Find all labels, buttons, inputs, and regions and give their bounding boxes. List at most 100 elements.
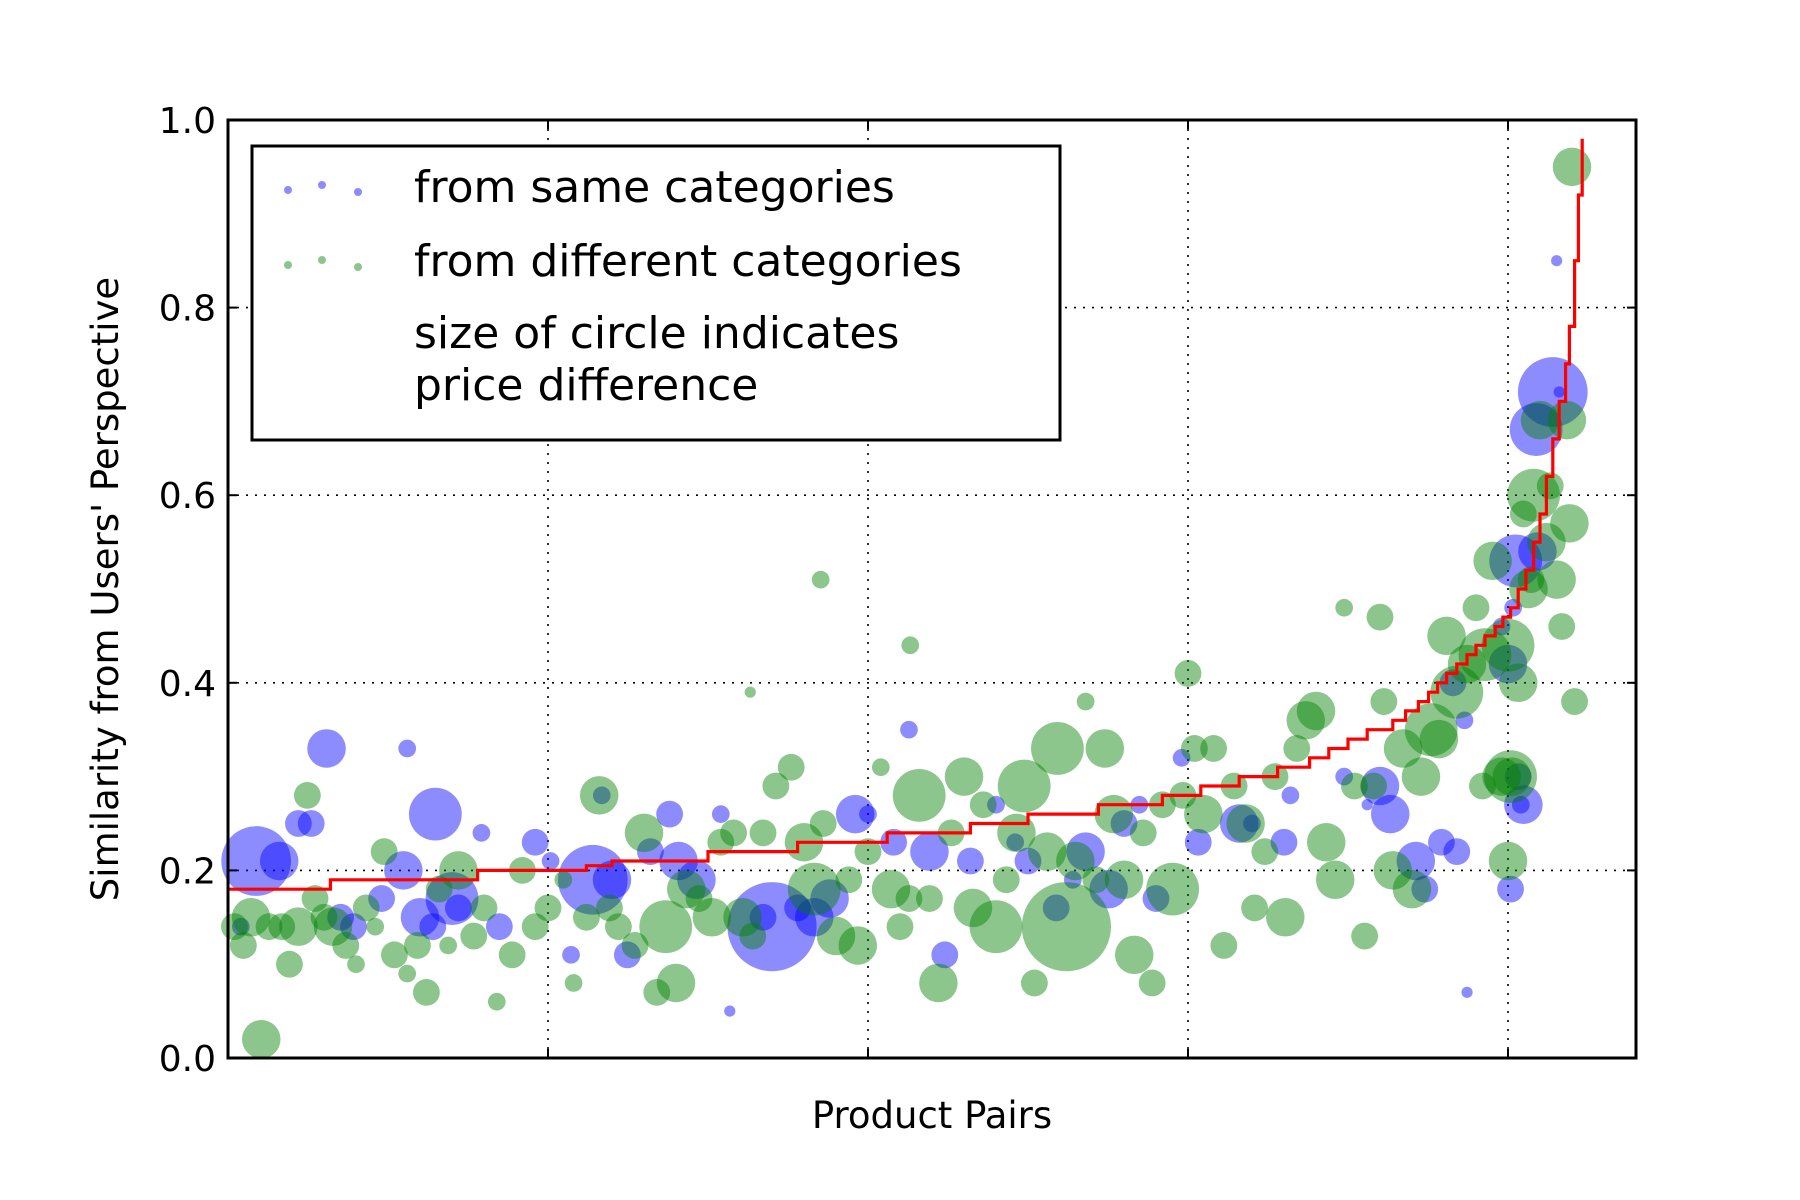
point-different-category	[835, 866, 863, 894]
point-different-category	[1021, 969, 1048, 997]
point-different-category	[811, 570, 830, 589]
point-different-category	[554, 870, 573, 889]
point-different-category	[1419, 719, 1459, 759]
point-same-category	[425, 872, 479, 925]
point-different-category	[723, 898, 762, 937]
point-same-category	[1551, 255, 1563, 267]
point-different-category	[301, 885, 329, 912]
point-different-category	[564, 974, 583, 992]
point-different-category	[425, 875, 453, 903]
point-different-category	[1537, 560, 1576, 599]
y-tick-label: 0.2	[159, 851, 216, 892]
point-same-category	[1518, 532, 1557, 571]
point-same-category	[285, 810, 312, 837]
point-same-category	[1270, 828, 1298, 856]
point-different-category	[398, 964, 417, 983]
point-different-category	[749, 819, 777, 847]
legend-marker-same	[284, 181, 362, 196]
point-same-category	[340, 913, 367, 941]
point-same-category	[1360, 766, 1400, 806]
point-same-category	[724, 1005, 736, 1017]
point-different-category	[1482, 757, 1521, 796]
point-different-category	[944, 757, 984, 796]
point-same-category	[419, 913, 447, 941]
point-different-category	[1492, 757, 1532, 796]
point-different-category	[656, 963, 696, 1003]
point-different-category	[1241, 894, 1268, 922]
point-different-category	[1481, 618, 1535, 672]
point-different-category	[762, 772, 790, 800]
point-same-category	[592, 860, 632, 900]
point-different-category	[992, 866, 1020, 894]
point-same-category	[521, 828, 549, 856]
point-different-category	[579, 776, 619, 815]
legend-dot-diff-1	[284, 261, 292, 269]
point-same-category	[859, 805, 877, 823]
legend-box	[250, 144, 1062, 442]
point-same-category	[1361, 799, 1373, 811]
point-different-category	[1550, 504, 1589, 543]
point-same-category	[1243, 814, 1261, 833]
y-axis-label: Similarity from Users' Perspective	[84, 277, 127, 901]
point-different-category	[1351, 922, 1379, 950]
y-tick-label: 0.6	[159, 476, 216, 517]
point-different-category	[1296, 691, 1336, 731]
point-different-category	[1401, 757, 1441, 796]
point-different-category	[1341, 772, 1368, 800]
point-different-category	[279, 907, 318, 946]
point-different-category	[1552, 147, 1592, 187]
point-different-category	[854, 838, 882, 866]
point-different-category	[787, 862, 841, 916]
point-different-category	[370, 838, 398, 866]
point-same-category	[592, 786, 611, 805]
point-different-category	[1104, 860, 1144, 900]
legend-label-different: from different categories	[414, 236, 962, 287]
point-same-category	[485, 913, 513, 941]
point-same-category	[1488, 644, 1528, 684]
scatter-points	[221, 147, 1592, 1059]
point-different-category	[1082, 866, 1110, 894]
point-different-category	[487, 992, 506, 1011]
point-same-category	[1370, 794, 1410, 834]
point-different-category	[1056, 841, 1095, 881]
legend-size-line-2: price difference	[414, 360, 758, 411]
point-different-category	[366, 917, 385, 936]
plot-frame	[226, 118, 1638, 1060]
point-different-category	[573, 903, 600, 931]
point-same-category	[259, 841, 299, 881]
point-different-category	[871, 869, 911, 909]
point-different-category	[643, 978, 671, 1006]
point-same-category	[1063, 870, 1082, 889]
point-different-category	[231, 898, 271, 937]
point-different-category	[413, 978, 440, 1006]
point-different-category	[1404, 703, 1458, 757]
point-different-category	[969, 791, 997, 819]
point-same-category	[231, 917, 250, 936]
point-same-category	[711, 805, 730, 823]
point-different-category	[916, 885, 943, 912]
point-same-category	[1509, 403, 1563, 456]
point-different-category	[242, 1019, 281, 1059]
point-different-category	[685, 885, 713, 912]
point-different-category	[1561, 688, 1588, 715]
point-different-category	[1021, 882, 1111, 972]
point-different-category	[1181, 735, 1208, 762]
point-same-category	[327, 903, 355, 931]
y-ticks: 0.0 0.2 0.4 0.6 0.8 1.0	[159, 101, 1636, 1080]
point-different-category	[1076, 692, 1095, 711]
point-different-category	[720, 819, 747, 847]
point-different-category	[1547, 400, 1587, 440]
point-different-category	[1430, 665, 1484, 719]
point-different-category	[1373, 851, 1413, 890]
point-different-category	[639, 900, 693, 954]
point-different-category	[1085, 729, 1125, 768]
point-same-category	[472, 824, 491, 842]
point-different-category	[1484, 750, 1537, 803]
point-different-category	[969, 900, 1023, 954]
point-same-category	[810, 879, 849, 918]
point-different-category	[521, 913, 549, 941]
point-same-category	[1184, 828, 1212, 856]
point-same-category	[1042, 894, 1070, 922]
point-same-category	[307, 729, 346, 768]
point-same-category	[1411, 875, 1439, 903]
